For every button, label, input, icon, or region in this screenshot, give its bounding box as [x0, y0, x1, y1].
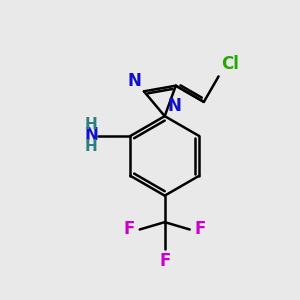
Text: N: N — [168, 97, 182, 115]
Text: H: H — [85, 139, 98, 154]
Text: Cl: Cl — [221, 56, 239, 74]
Text: F: F — [124, 220, 135, 238]
Text: H: H — [85, 117, 98, 132]
Text: N: N — [85, 125, 98, 143]
Text: F: F — [194, 220, 206, 238]
Text: N: N — [127, 72, 141, 90]
Text: F: F — [159, 252, 170, 270]
